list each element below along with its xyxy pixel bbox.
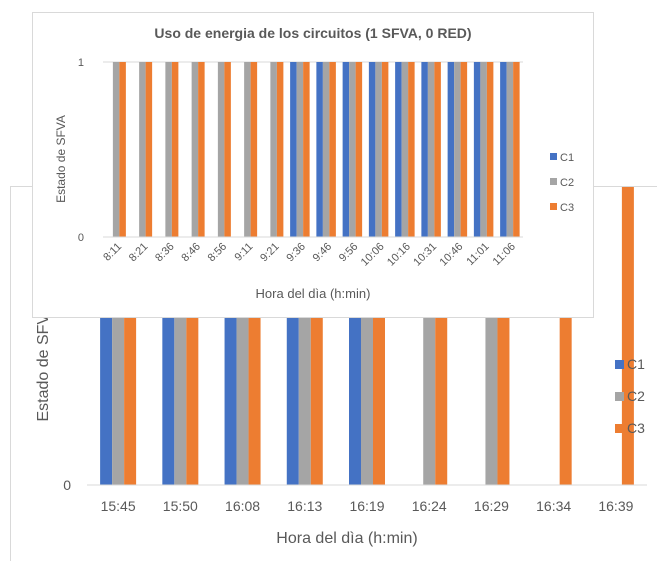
legend-swatch-c2 <box>615 392 624 401</box>
bar-c1 <box>500 62 507 237</box>
bar-c3 <box>355 62 363 237</box>
x-tick-label: 8:56 <box>206 241 230 265</box>
x-tick-label: 15:50 <box>163 498 198 514</box>
x-tick-label: 10:16 <box>385 241 413 269</box>
x-tick-label: 8:11 <box>101 241 124 264</box>
bar-c1 <box>395 62 402 237</box>
bar-c3 <box>460 62 468 237</box>
bar-c3 <box>224 62 231 237</box>
x-tick-label: 9:36 <box>284 241 308 265</box>
x-tick-label: 9:21 <box>258 241 282 265</box>
x-tick-label: 16:29 <box>474 498 509 514</box>
y-axis-title: Estado de SFVA <box>54 115 68 203</box>
legend-label-c3: C3 <box>627 420 645 436</box>
x-tick-label: 9:46 <box>311 241 335 265</box>
y-axis-title: Estado de SFVA <box>35 304 52 421</box>
legend-label-c2: C2 <box>560 177 574 189</box>
x-axis-title: Hora del dìa (h:min) <box>256 286 371 301</box>
y-tick-label: 0 <box>78 232 84 244</box>
bar-c3 <box>171 62 179 237</box>
legend-swatch-c3 <box>550 203 557 210</box>
bar-c3 <box>276 62 284 237</box>
bar-c2 <box>427 62 435 237</box>
legend-label-c3: C3 <box>560 202 574 214</box>
bar-c2 <box>480 62 487 237</box>
bar-c2 <box>375 62 382 237</box>
legend-swatch-c2 <box>550 178 557 185</box>
x-tick-label: 10:06 <box>359 241 387 269</box>
bar-c1 <box>447 62 455 237</box>
bar-c1 <box>316 62 323 237</box>
legend-swatch-c3 <box>615 424 624 433</box>
bar-c2 <box>270 62 277 237</box>
legend-label-c2: C2 <box>627 388 645 404</box>
x-tick-label: 15:45 <box>101 498 136 514</box>
x-tick-label: 16:19 <box>349 498 384 514</box>
x-tick-label: 8:36 <box>153 241 177 265</box>
x-tick-label: 9:56 <box>337 241 361 265</box>
x-tick-label: 11:01 <box>464 241 491 268</box>
x-tick-label: 10:31 <box>411 241 439 269</box>
bar-c1 <box>421 62 428 237</box>
x-tick-label: 8:46 <box>179 241 203 265</box>
x-tick-label: 10:46 <box>438 241 466 269</box>
bar-c3 <box>145 62 153 237</box>
bar-c3 <box>486 62 494 237</box>
x-tick-label: 16:13 <box>287 498 322 514</box>
bar-c2 <box>506 62 514 237</box>
x-tick-label: 16:34 <box>536 498 571 514</box>
bar-c2 <box>401 62 409 237</box>
bar-c3 <box>381 62 389 237</box>
bar-c2 <box>217 62 225 237</box>
bar-c3 <box>329 62 336 237</box>
y-tick-label: 0 <box>63 477 71 493</box>
bar-c2 <box>322 62 330 237</box>
bar-c3 <box>621 187 634 485</box>
bar-c1 <box>473 62 481 237</box>
bar-c3 <box>248 187 261 485</box>
bar-c3 <box>119 62 126 237</box>
bar-c2 <box>165 62 172 237</box>
legend-swatch-c1 <box>615 360 624 369</box>
bar-c2 <box>349 62 356 237</box>
bar-c1 <box>368 62 376 237</box>
bar-c2 <box>112 62 120 237</box>
bar-c2 <box>244 62 251 237</box>
x-tick-label: 9:11 <box>232 241 255 264</box>
legend-swatch-c1 <box>550 153 557 160</box>
bar-c2 <box>454 62 461 237</box>
legend-label-c1: C1 <box>560 152 574 164</box>
bar-c3 <box>250 62 258 237</box>
x-tick-label: 16:08 <box>225 498 260 514</box>
bar-c1 <box>290 62 297 237</box>
x-axis-title: Hora del dìa (h:min) <box>276 530 417 547</box>
bar-c3 <box>408 62 415 237</box>
front-chart-svg: 8:11 8:21 8:36 8:46 8:56 9:11 9:21 9:36 9:46 9:56… <box>54 25 574 301</box>
bar-c3 <box>303 62 310 237</box>
legend-label-c1: C1 <box>627 356 645 372</box>
bar-c3 <box>513 62 520 237</box>
bar-c3 <box>434 62 441 237</box>
bar-c2 <box>296 62 304 237</box>
bar-c1 <box>342 62 350 237</box>
bar-c2 <box>139 62 146 237</box>
y-tick-label: 1 <box>78 57 84 69</box>
x-tick-label: 11:06 <box>491 241 518 268</box>
x-tick-label: 16:24 <box>412 498 447 514</box>
x-tick-label: 8:21 <box>127 241 151 265</box>
chart-title: Uso de energia de los circuitos (1 SFVA,… <box>154 25 471 41</box>
bar-c3 <box>198 62 205 237</box>
bar-c2 <box>191 62 199 237</box>
x-tick-label: 16:39 <box>598 498 633 514</box>
front-chart-panel: 8:11 8:21 8:36 8:46 8:56 9:11 9:21 9:36 9:46 9:56… <box>32 12 594 318</box>
